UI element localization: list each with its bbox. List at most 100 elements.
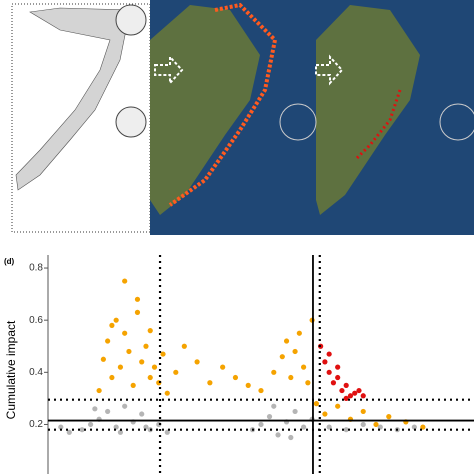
point bbox=[143, 343, 149, 349]
point bbox=[373, 421, 379, 428]
point bbox=[100, 356, 106, 362]
point bbox=[139, 359, 145, 365]
point bbox=[271, 369, 277, 375]
point bbox=[283, 338, 290, 344]
point bbox=[377, 424, 383, 430]
inset-circle bbox=[279, 103, 317, 141]
y-tick-label: 0.4 bbox=[29, 367, 43, 378]
point bbox=[92, 406, 98, 412]
point bbox=[360, 408, 366, 415]
point bbox=[122, 278, 128, 284]
panel-label: (d) bbox=[4, 257, 15, 266]
point bbox=[322, 359, 328, 365]
point bbox=[313, 401, 319, 407]
point bbox=[386, 414, 392, 420]
point bbox=[173, 369, 179, 375]
point bbox=[113, 424, 119, 430]
point bbox=[339, 387, 345, 394]
point bbox=[301, 424, 307, 430]
point bbox=[343, 395, 349, 401]
point bbox=[322, 411, 328, 417]
point bbox=[330, 380, 337, 386]
point bbox=[164, 429, 170, 435]
point bbox=[96, 387, 102, 394]
map-panels bbox=[11, 0, 474, 235]
point bbox=[117, 429, 124, 435]
point bbox=[232, 374, 239, 381]
point bbox=[360, 421, 366, 428]
point bbox=[88, 421, 94, 428]
point bbox=[122, 330, 128, 336]
point bbox=[58, 424, 64, 430]
point bbox=[305, 380, 311, 386]
point bbox=[271, 403, 277, 409]
land bbox=[150, 5, 260, 215]
point bbox=[420, 424, 426, 430]
point bbox=[258, 387, 264, 394]
y-tick-label: 0.8 bbox=[29, 263, 43, 274]
point bbox=[109, 374, 115, 381]
point bbox=[245, 382, 251, 388]
y-tick-label: 0.6 bbox=[29, 315, 43, 326]
inset-circle bbox=[439, 103, 474, 141]
impact-zones bbox=[168, 2, 278, 207]
point bbox=[160, 351, 166, 357]
y-axis-label: Cumulative impact bbox=[4, 320, 18, 419]
arrow bbox=[315, 54, 344, 86]
point bbox=[122, 403, 128, 409]
point bbox=[147, 328, 153, 334]
point bbox=[301, 364, 307, 370]
point bbox=[147, 374, 153, 381]
point bbox=[105, 408, 111, 415]
point bbox=[194, 359, 200, 365]
point bbox=[181, 343, 187, 349]
point bbox=[134, 296, 141, 302]
point bbox=[352, 390, 358, 396]
point bbox=[343, 427, 349, 433]
point bbox=[220, 364, 226, 370]
point bbox=[288, 434, 294, 441]
point bbox=[326, 351, 332, 357]
point bbox=[411, 424, 417, 430]
point bbox=[335, 374, 341, 381]
point bbox=[126, 348, 132, 355]
point bbox=[105, 338, 111, 344]
land bbox=[316, 5, 420, 215]
point bbox=[79, 427, 85, 433]
point bbox=[130, 382, 136, 388]
point bbox=[151, 364, 158, 370]
point bbox=[266, 414, 273, 420]
point bbox=[117, 364, 124, 370]
point bbox=[258, 421, 264, 428]
point bbox=[143, 424, 149, 430]
point bbox=[296, 330, 302, 336]
point bbox=[347, 393, 354, 399]
point bbox=[292, 408, 298, 415]
point bbox=[288, 374, 294, 381]
point bbox=[134, 309, 141, 315]
point bbox=[326, 369, 332, 375]
point bbox=[139, 411, 145, 417]
point bbox=[360, 393, 366, 399]
point bbox=[207, 380, 213, 386]
point bbox=[66, 429, 72, 435]
point bbox=[335, 364, 341, 370]
point bbox=[275, 432, 281, 438]
impact-zones bbox=[353, 89, 402, 162]
point bbox=[292, 348, 298, 355]
y-tick-label: 0.2 bbox=[29, 419, 43, 430]
inset-circle bbox=[115, 4, 147, 36]
point bbox=[164, 390, 170, 396]
plot-area: 0.2 0.4 0.6 0.8 bbox=[29, 255, 474, 474]
point bbox=[113, 317, 119, 323]
point bbox=[343, 382, 349, 388]
point bbox=[335, 403, 341, 409]
point bbox=[326, 424, 332, 430]
inset-circle bbox=[115, 106, 147, 138]
point bbox=[356, 387, 362, 394]
point bbox=[279, 354, 285, 360]
arrow bbox=[154, 54, 184, 86]
point bbox=[109, 322, 115, 328]
